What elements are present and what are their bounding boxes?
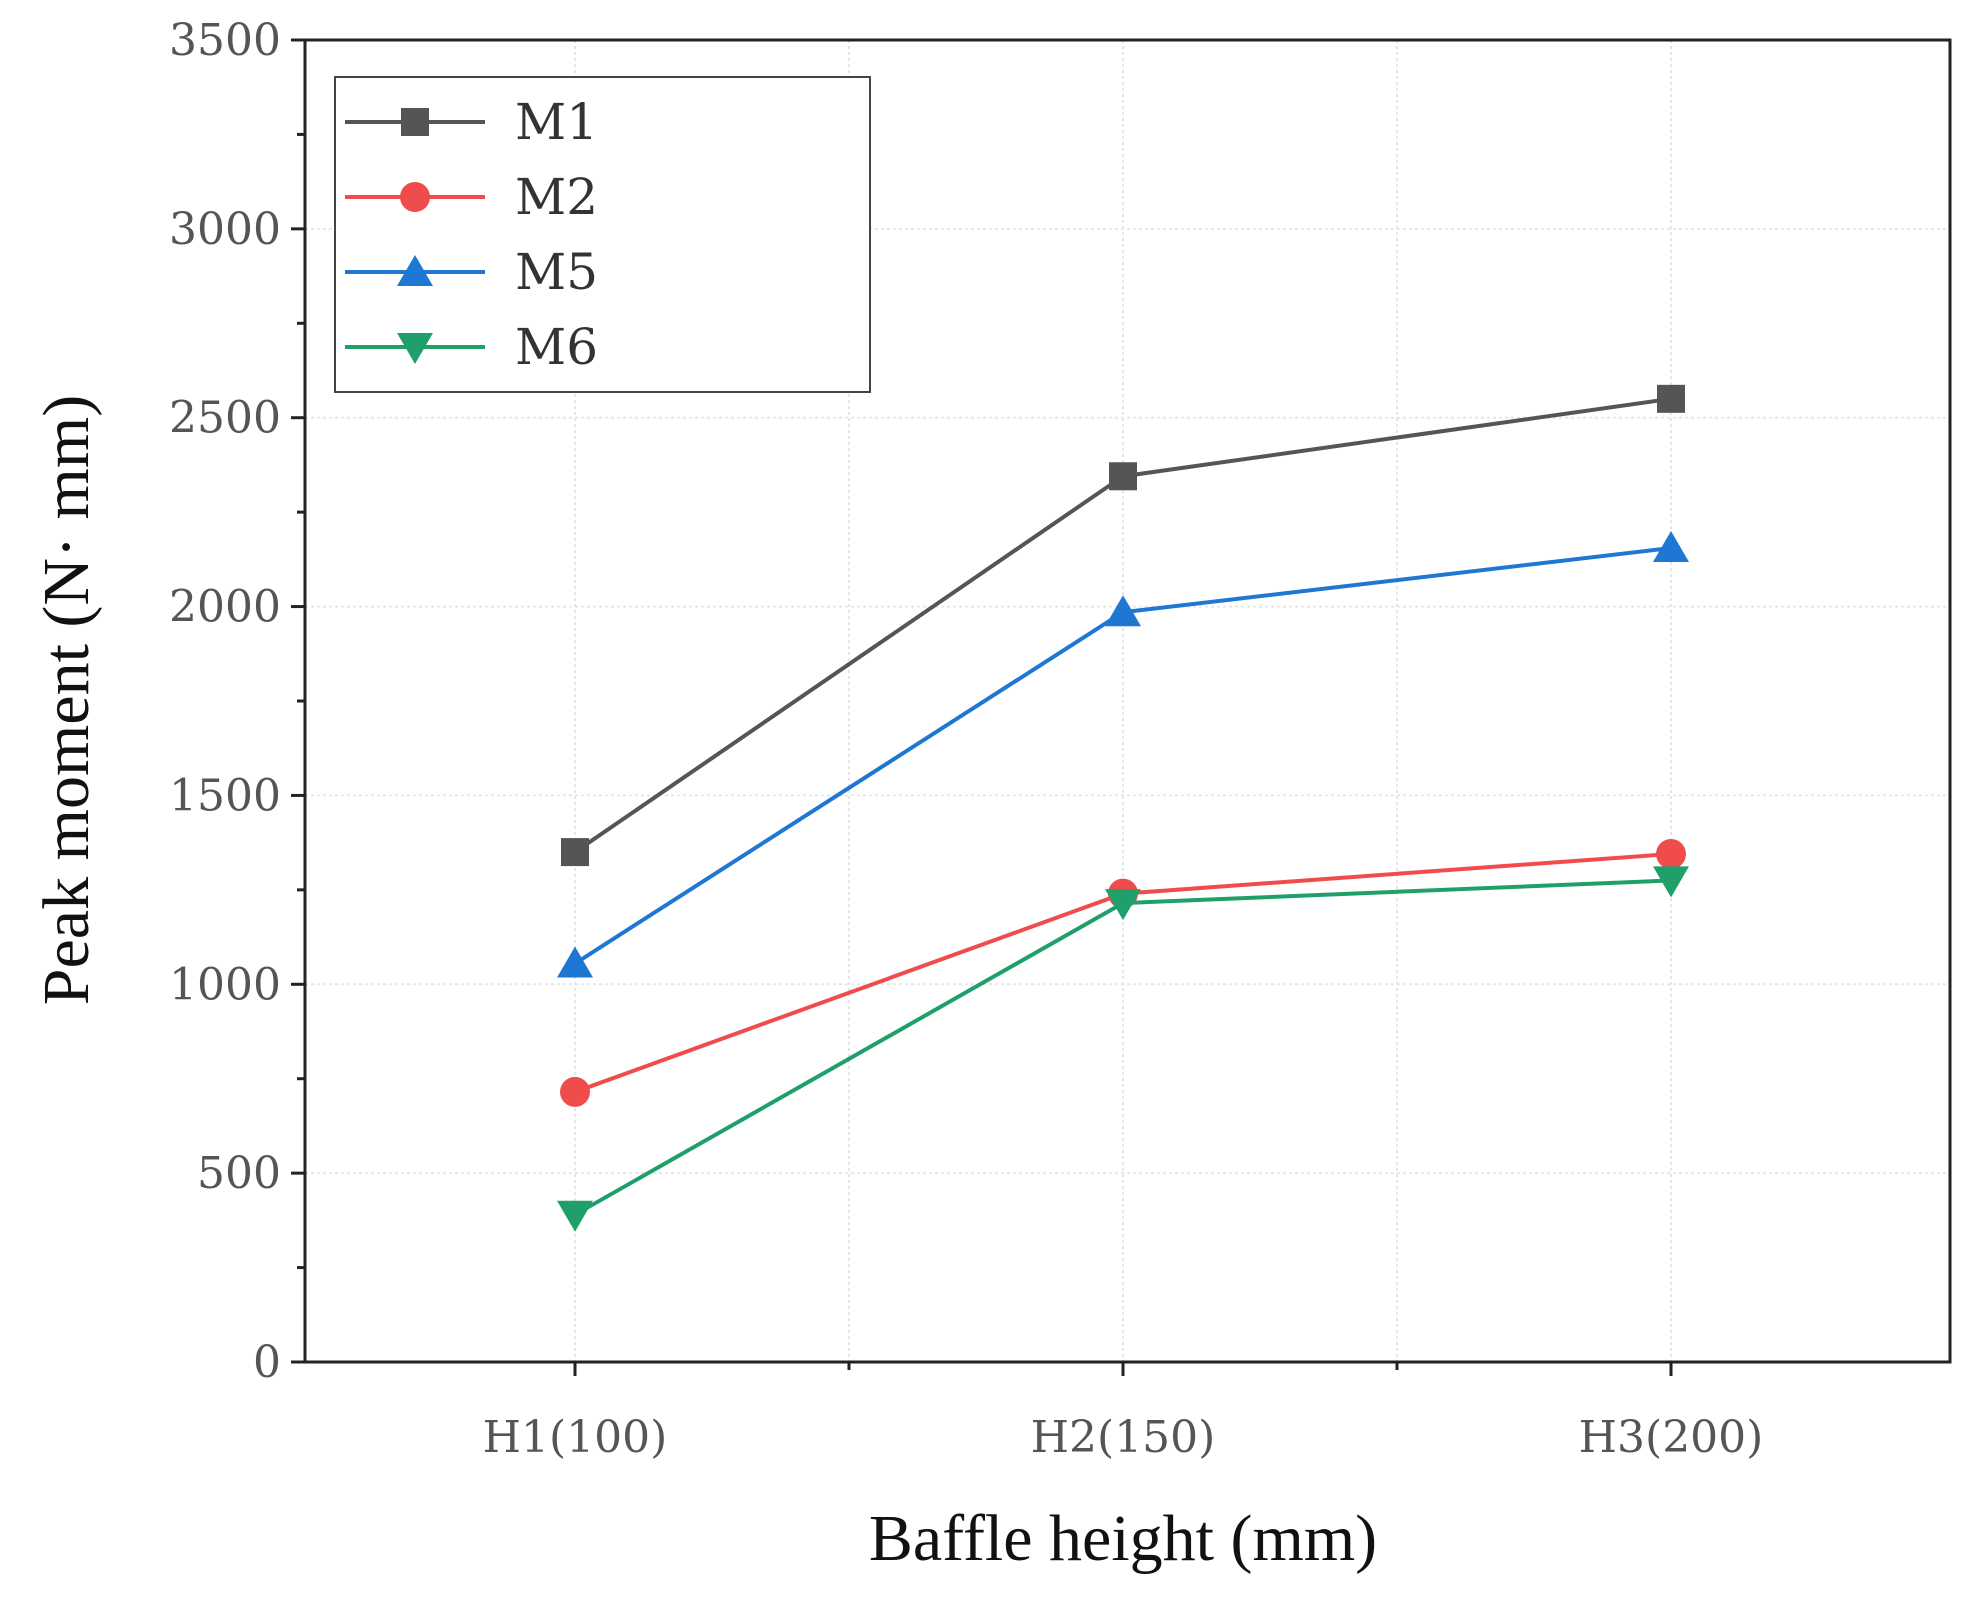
- series-M6: [557, 866, 1689, 1232]
- series-M1: [561, 384, 1685, 867]
- legend-item-M2: M2: [345, 168, 598, 226]
- legend-marker: [397, 255, 433, 286]
- legend-item-M6: M6: [345, 318, 598, 376]
- y-tick-label: 2000: [169, 582, 281, 633]
- y-tick-label: 3000: [169, 204, 281, 255]
- data-point-M1-0: [561, 838, 589, 867]
- legend-marker: [400, 182, 430, 212]
- legend-label: M6: [515, 318, 598, 376]
- legend-item-M5: M5: [345, 243, 598, 301]
- data-point-M1-2: [1657, 384, 1685, 413]
- legend-marker: [397, 333, 433, 364]
- y-tick-label: 1000: [169, 959, 281, 1010]
- series-M5: [557, 531, 1689, 978]
- legend-label: M5: [515, 243, 598, 301]
- y-tick-label: 2500: [169, 393, 281, 444]
- y-tick-label: 0: [253, 1337, 281, 1388]
- series-layer: [557, 384, 1689, 1232]
- legend-label: M2: [515, 168, 598, 226]
- x-tick-label: H1(100): [483, 1412, 668, 1463]
- data-point-M2-2: [1656, 838, 1686, 869]
- y-tick-label: 3500: [169, 15, 281, 66]
- data-point-M6-0: [557, 1200, 593, 1232]
- legend-label: M1: [515, 93, 598, 151]
- data-point-M6-2: [1653, 866, 1689, 898]
- data-point-M5-0: [557, 946, 593, 978]
- data-point-M5-1: [1105, 595, 1141, 627]
- y-axis-ticks: 0 500 1000 1500 2000 2500 3000 3500: [169, 15, 305, 1388]
- y-axis-title: Peak moment (N· mm): [30, 395, 103, 1005]
- x-axis-title: Baffle height (mm): [869, 1502, 1377, 1575]
- x-axis-ticks: H1(100) H2(150) H3(200): [483, 1362, 1764, 1463]
- x-tick-label: H2(150): [1031, 1412, 1216, 1463]
- legend: M1 M2 M5 M6: [334, 76, 871, 393]
- data-point-M5-2: [1653, 531, 1689, 563]
- data-point-M2-0: [560, 1076, 590, 1107]
- y-tick-label: 1500: [169, 770, 281, 821]
- legend-item-M1: M1: [345, 93, 598, 151]
- data-point-M6-1: [1105, 889, 1141, 921]
- legend-marker: [401, 108, 429, 136]
- x-tick-label: H3(200): [1579, 1412, 1764, 1463]
- y-tick-label: 500: [197, 1148, 281, 1199]
- data-point-M1-1: [1109, 462, 1137, 491]
